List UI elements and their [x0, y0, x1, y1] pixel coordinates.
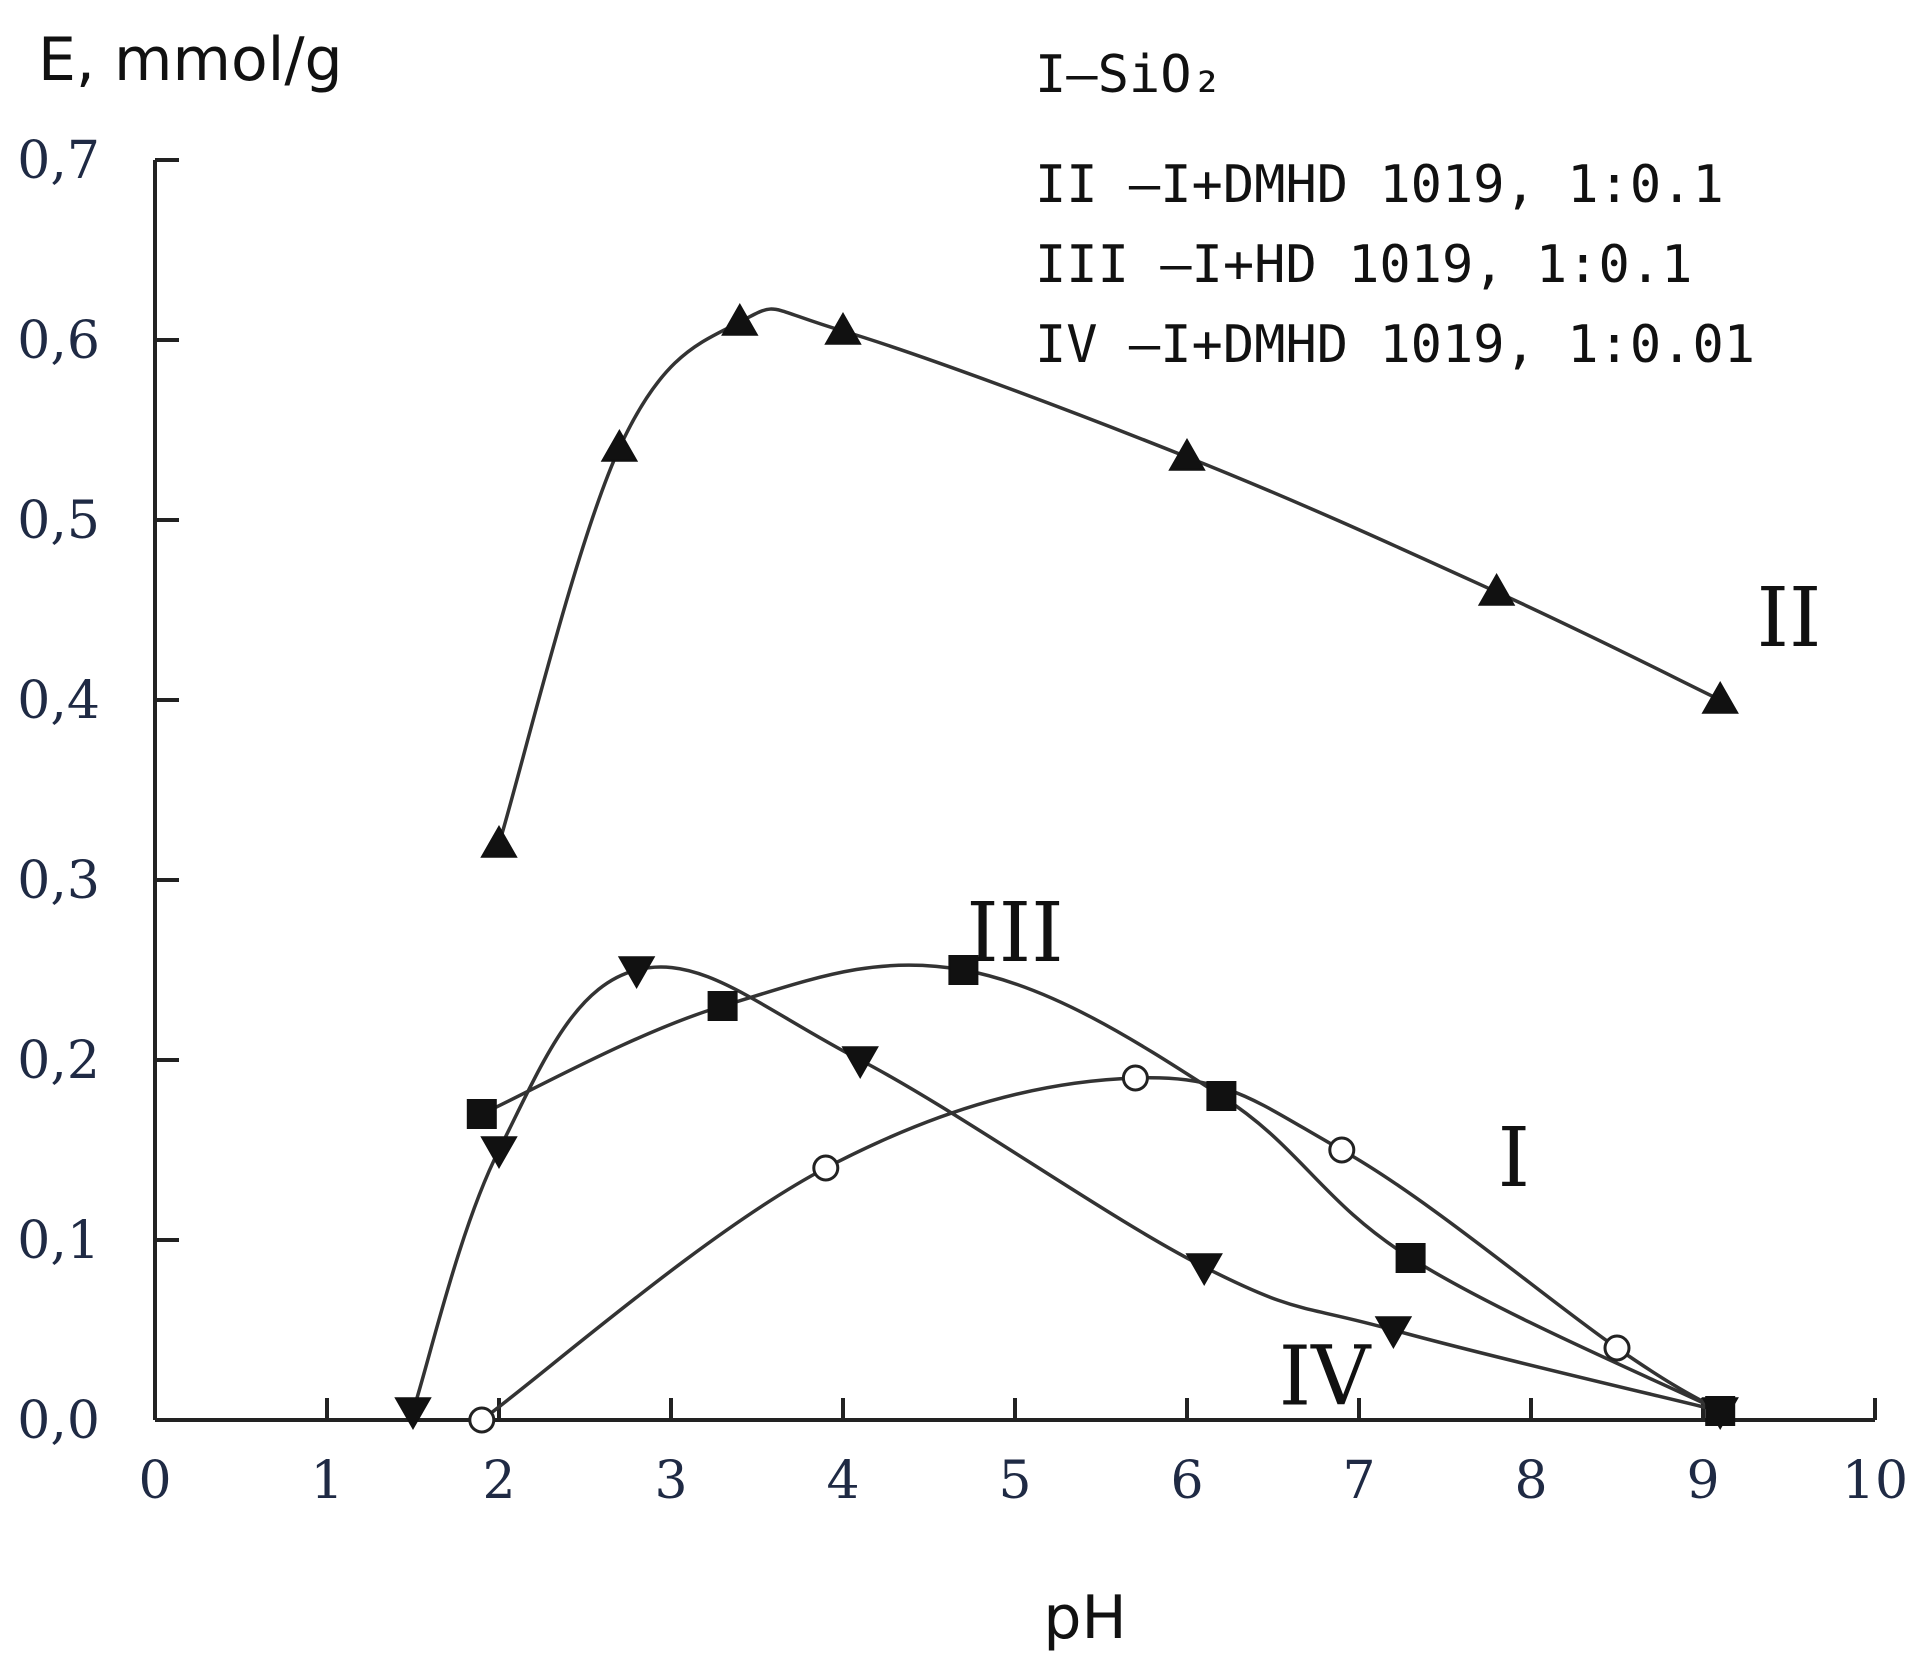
x-tick-label: 9: [1686, 1451, 1719, 1511]
series-II-point: [721, 302, 759, 336]
y-tick-label: 0,2: [17, 1031, 100, 1091]
series-III-point: [1206, 1081, 1237, 1111]
series-II-line: [497, 307, 1721, 845]
x-tick-label: 8: [1514, 1451, 1547, 1511]
y-tick-label: 0,1: [17, 1211, 100, 1271]
series-II-point: [1701, 680, 1739, 714]
y-tick-label: 0,7: [17, 131, 100, 191]
series-III-point: [948, 955, 979, 985]
legend-entry-4: IV –I+DMHD 1019, 1:0.01: [1035, 315, 1755, 375]
x-tick-label: 5: [998, 1451, 1031, 1511]
series-I-point: [468, 1406, 496, 1434]
x-tick-label: 3: [654, 1451, 687, 1511]
legend-entry-3: III –I+HD 1019, 1:0.1: [1035, 235, 1692, 295]
legend-entry-1: I–SiO₂: [1035, 45, 1223, 105]
legend: I–SiO₂ II –I+DMHD 1019, 1:0.1 III –I+HD …: [1035, 45, 1755, 375]
series-IV-point: [1185, 1253, 1223, 1287]
series-III-line: [481, 963, 1721, 1413]
series-IV-point: [394, 1397, 432, 1431]
series-III-point: [466, 1099, 497, 1129]
series-I-point: [1328, 1136, 1356, 1164]
series-IV-point: [1374, 1316, 1413, 1350]
y-tick-label: 0,5: [17, 491, 100, 551]
series-IV-point: [617, 956, 656, 990]
series-IV-point: [480, 1136, 518, 1170]
series-II-point: [480, 824, 518, 858]
x-tick-label: 6: [1170, 1451, 1203, 1511]
series-II-point: [600, 428, 639, 462]
x-tick-label: 10: [1842, 1451, 1908, 1511]
markers-group: [394, 302, 1739, 1434]
series-II-point: [824, 311, 862, 345]
x-tick-label: 2: [482, 1451, 515, 1511]
series-III-point: [707, 991, 738, 1021]
legend-entry-2: II –I+DMHD 1019, 1:0.1: [1035, 155, 1724, 215]
y-tick-label: 0,6: [17, 311, 100, 371]
y-tick-label: 0,4: [17, 671, 100, 731]
y-axis-title: E, mmol/g: [38, 25, 343, 95]
x-axis-title: pH: [1043, 1583, 1126, 1653]
x-tick-label: 7: [1342, 1451, 1375, 1511]
series-I-point: [1603, 1334, 1631, 1362]
series-IV-point: [1701, 1397, 1739, 1431]
curve-label-IV: IV: [1279, 1330, 1372, 1425]
axes: 0 1 2 3 4 5 6 7 8 9 10 0,0 0,1 0,2 0,3 0,4 0,5 0,6 0,7: [17, 131, 1908, 1511]
x-tick-label: 0: [138, 1451, 171, 1511]
series-II-point: [1477, 572, 1516, 606]
curve-label-I: I: [1498, 1111, 1530, 1206]
series-III-point: [1395, 1243, 1426, 1273]
curve-label-II: II: [1757, 571, 1822, 666]
series-II-point: [1168, 437, 1206, 471]
series-I-point: [812, 1154, 840, 1182]
series-I-line: [480, 1075, 1722, 1422]
y-tick-label: 0,0: [17, 1391, 100, 1451]
series-group: [411, 307, 1722, 1422]
x-tick-label: 1: [310, 1451, 343, 1511]
curve-label-III: III: [966, 886, 1063, 981]
x-tick-label: 4: [826, 1451, 859, 1511]
y-tick-label: 0,3: [17, 851, 100, 911]
series-I-point: [1121, 1064, 1149, 1092]
series-IV-point: [841, 1046, 879, 1080]
